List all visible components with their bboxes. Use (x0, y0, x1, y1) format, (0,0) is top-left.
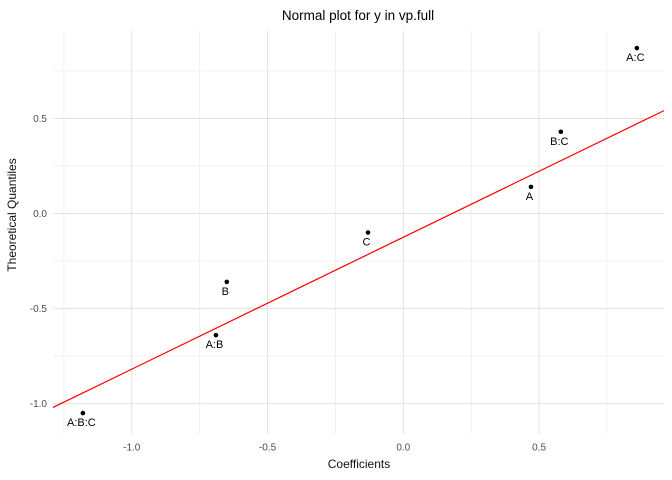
major-gridlines (53, 31, 664, 434)
data-point-label: C (363, 237, 371, 249)
x-axis-title: Coefficients (328, 457, 390, 471)
minor-gridlines (53, 31, 664, 434)
data-point-label: A (526, 191, 534, 203)
data-point (634, 45, 640, 51)
x-tick-label: -1.0 (123, 443, 141, 454)
data-point (365, 230, 371, 235)
data-point-label: A:B:C (67, 417, 96, 429)
x-tick-labels: -1.0 -0.5 0.0 0.5 (123, 443, 546, 454)
data-point (224, 279, 230, 285)
reference-line-group (52, 110, 665, 408)
data-point-label: A:C (626, 52, 644, 64)
x-tick-label: 0.5 (532, 443, 546, 454)
y-tick-labels: 0.5 0.0 -0.5 -1.0 (30, 114, 48, 410)
y-tick-label: -1.0 (30, 399, 48, 410)
data-point (80, 410, 86, 416)
data-point-label: B (222, 286, 229, 298)
data-points-group: A:C B:C A C B A:B A:B:C (67, 45, 645, 429)
y-axis-title: Theoretical Quantiles (5, 158, 19, 271)
data-point (528, 184, 534, 190)
x-tick-label: 0.0 (396, 443, 410, 454)
y-tick-label: 0.5 (33, 114, 47, 125)
chart-title: Normal plot for y in vp.full (282, 8, 434, 23)
y-tick-label: -0.5 (30, 304, 48, 315)
data-point (558, 129, 564, 135)
y-tick-label: 0.0 (33, 209, 47, 220)
data-point-label: A:B (206, 339, 224, 351)
x-tick-label: -0.5 (259, 443, 277, 454)
data-point-label: B:C (550, 136, 568, 148)
data-point (213, 332, 219, 338)
reference-line (52, 110, 665, 408)
